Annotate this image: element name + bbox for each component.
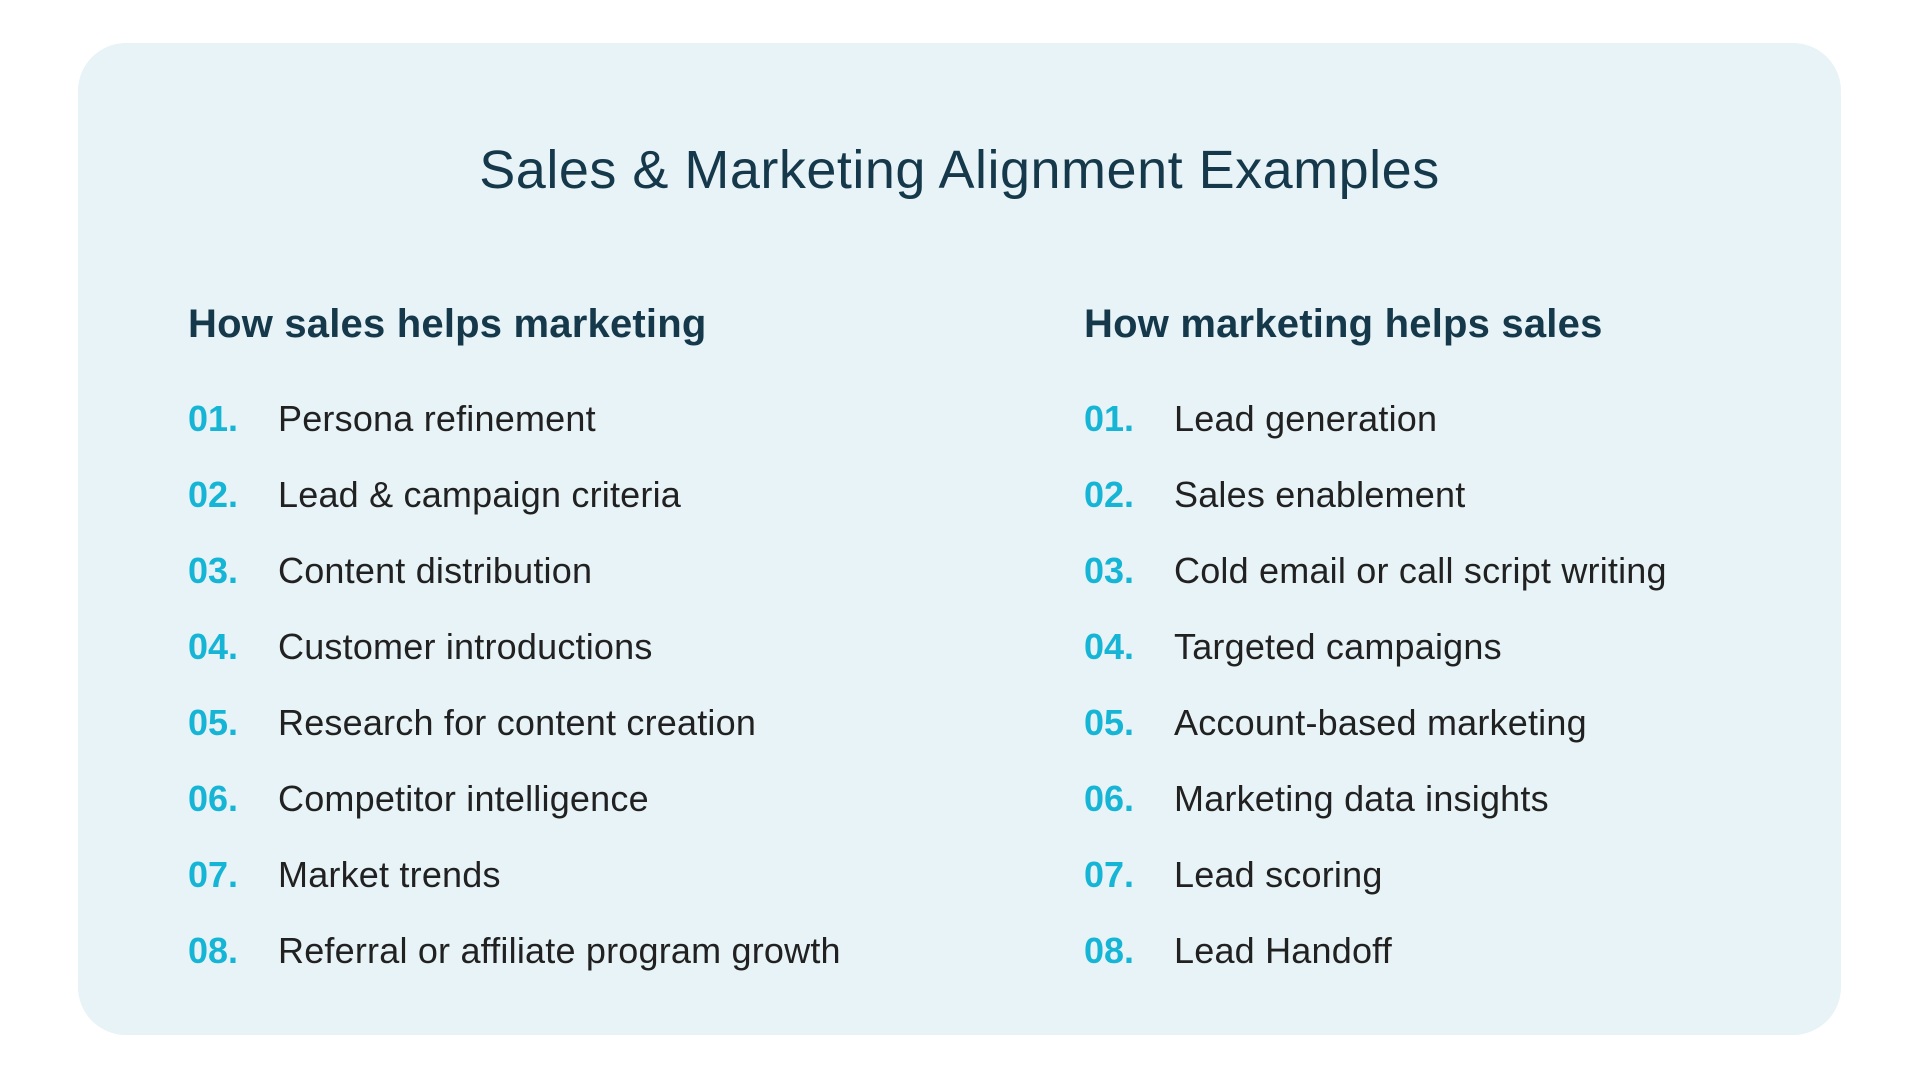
item-number: 07. [1084, 854, 1135, 895]
item-label: Lead & campaign criteria [278, 474, 682, 515]
item-number: 06. [188, 778, 239, 819]
list-item: 02. Sales enablement [1084, 472, 1920, 517]
item-label: Lead scoring [1174, 854, 1383, 895]
list-item: 03. Cold email or call script writing [1084, 548, 1920, 593]
item-label: Lead generation [1174, 398, 1438, 439]
item-number: 05. [188, 702, 239, 743]
item-number: 05. [1084, 702, 1135, 743]
page-title: Sales & Marketing Alignment Examples [479, 140, 1440, 200]
numbered-list: 01. Persona refinement 02. Lead & campai… [188, 396, 1084, 973]
alignment-card: Sales & Marketing Alignment Examples How… [78, 43, 1841, 1035]
column-heading: How sales helps marketing [188, 302, 707, 346]
item-label: Research for content creation [278, 702, 757, 743]
list-item: 04. Targeted campaigns [1084, 624, 1920, 669]
item-number: 02. [188, 474, 239, 515]
item-number: 01. [1084, 398, 1135, 439]
list-item: 07. Market trends [188, 852, 1084, 897]
item-label: Persona refinement [278, 398, 596, 439]
item-number: 04. [1084, 626, 1135, 667]
list-item: 03. Content distribution [188, 548, 1084, 593]
columns-container: How sales helps marketing 01. Persona re… [188, 300, 1841, 1004]
item-number: 04. [188, 626, 239, 667]
list-item: 04. Customer introductions [188, 624, 1084, 669]
item-label: Account-based marketing [1174, 702, 1587, 743]
item-number: 06. [1084, 778, 1135, 819]
list-item: 06. Competitor intelligence [188, 776, 1084, 821]
list-item: 01. Persona refinement [188, 396, 1084, 441]
list-item: 08. Referral or affiliate program growth [188, 928, 1084, 973]
column-sales-helps-marketing: How sales helps marketing 01. Persona re… [188, 300, 1084, 1004]
list-item: 08. Lead Handoff [1084, 928, 1920, 973]
numbered-list: 01. Lead generation 02. Sales enablement… [1084, 396, 1920, 973]
item-label: Competitor intelligence [278, 778, 649, 819]
list-item: 06. Marketing data insights [1084, 776, 1920, 821]
item-label: Marketing data insights [1174, 778, 1549, 819]
list-item: 01. Lead generation [1084, 396, 1920, 441]
item-number: 08. [188, 930, 239, 971]
item-number: 02. [1084, 474, 1135, 515]
item-label: Content distribution [278, 550, 593, 591]
item-label: Market trends [278, 854, 501, 895]
item-label: Lead Handoff [1174, 930, 1392, 971]
column-marketing-helps-sales: How marketing helps sales 01. Lead gener… [1084, 300, 1920, 1004]
item-label: Targeted campaigns [1174, 626, 1502, 667]
list-item: 05. Account-based marketing [1084, 700, 1920, 745]
item-number: 01. [188, 398, 239, 439]
item-label: Cold email or call script writing [1174, 550, 1667, 591]
list-item: 05. Research for content creation [188, 700, 1084, 745]
list-item: 07. Lead scoring [1084, 852, 1920, 897]
item-label: Customer introductions [278, 626, 653, 667]
item-number: 03. [188, 550, 239, 591]
item-number: 07. [188, 854, 239, 895]
list-item: 02. Lead & campaign criteria [188, 472, 1084, 517]
item-number: 03. [1084, 550, 1135, 591]
item-label: Sales enablement [1174, 474, 1466, 515]
item-label: Referral or affiliate program growth [278, 930, 841, 971]
item-number: 08. [1084, 930, 1135, 971]
column-heading: How marketing helps sales [1084, 302, 1603, 346]
